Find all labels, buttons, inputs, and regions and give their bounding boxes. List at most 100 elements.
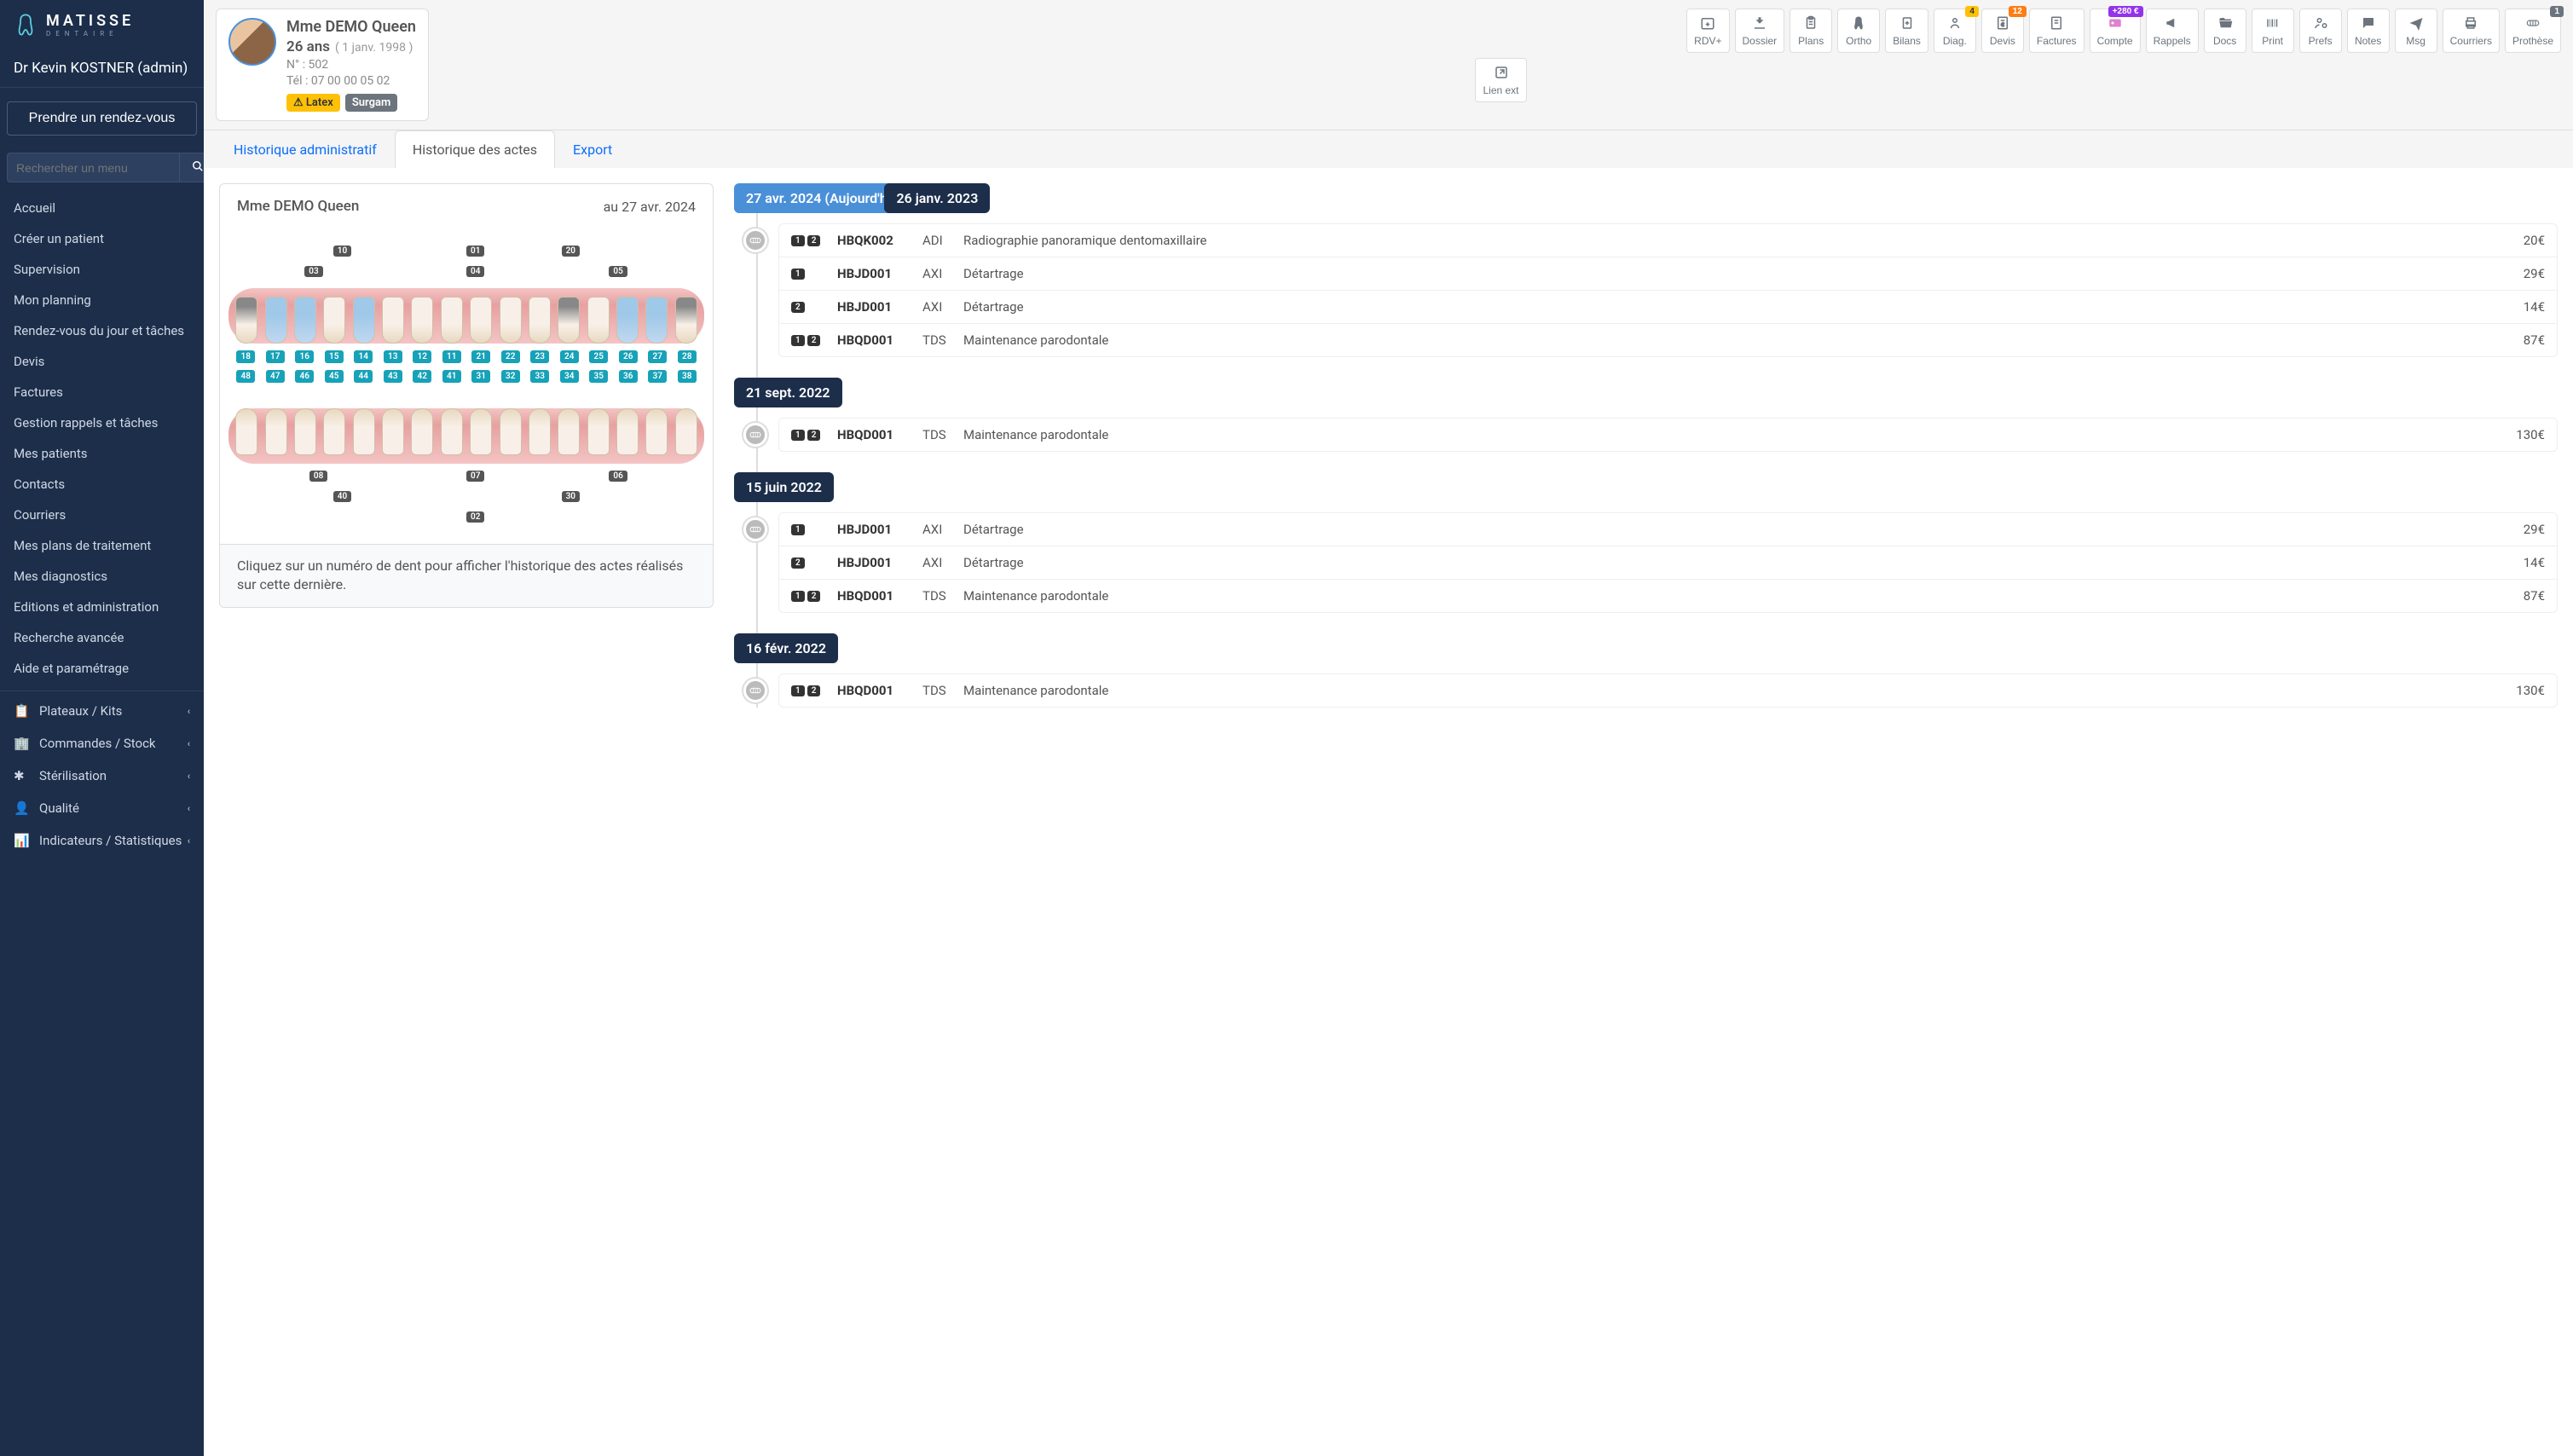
tooth-number[interactable]: 23 xyxy=(530,350,549,363)
tooth[interactable] xyxy=(500,297,522,344)
menu-item[interactable]: Mes plans de traitement xyxy=(0,530,204,561)
tooth-number[interactable]: 18 xyxy=(236,350,255,363)
timeline-row[interactable]: 1 HBJD001 AXI Détartrage 29€ xyxy=(779,257,2557,291)
menu-item[interactable]: Recherche avancée xyxy=(0,622,204,653)
tooth-number[interactable]: 35 xyxy=(589,370,608,383)
tooth-number[interactable]: 28 xyxy=(678,350,697,363)
timeline-row[interactable]: 12 HBQD001 TDS Maintenance parodontale 1… xyxy=(779,419,2557,451)
tooth-number[interactable]: 27 xyxy=(648,350,667,363)
menu-section-item[interactable]: 📋Plateaux / Kits‹ xyxy=(0,695,204,727)
tooth[interactable] xyxy=(470,408,492,455)
tooth-number[interactable]: 46 xyxy=(295,370,314,383)
menu-section-item[interactable]: 👤Qualité‹ xyxy=(0,792,204,824)
tooth-number[interactable]: 16 xyxy=(295,350,314,363)
tooth-number[interactable]: 43 xyxy=(384,370,402,383)
timeline-row[interactable]: 12 HBQD001 TDS Maintenance parodontale 8… xyxy=(779,324,2557,356)
menu-search-input[interactable] xyxy=(7,153,180,182)
tooth[interactable] xyxy=(587,297,610,344)
tooth[interactable] xyxy=(411,297,433,344)
tool-bilans[interactable]: Bilans xyxy=(1885,9,1928,53)
tooth[interactable] xyxy=(353,297,375,344)
tooth-number[interactable]: 38 xyxy=(678,370,697,383)
tooth[interactable] xyxy=(616,297,639,344)
tooth[interactable] xyxy=(441,408,463,455)
tool-print[interactable]: Print xyxy=(2252,9,2294,53)
tooth[interactable] xyxy=(675,408,697,455)
tooth[interactable] xyxy=(265,297,287,344)
tool-msg[interactable]: Msg xyxy=(2395,9,2437,53)
tool-plans[interactable]: Plans xyxy=(1790,9,1832,53)
menu-section-item[interactable]: ✱Stérilisation‹ xyxy=(0,760,204,792)
tooth[interactable] xyxy=(294,297,316,344)
tooth[interactable] xyxy=(529,408,551,455)
tool-courriers[interactable]: Courriers xyxy=(2443,9,2500,53)
tooth-number[interactable]: 41 xyxy=(442,370,461,383)
tooth[interactable] xyxy=(382,408,404,455)
tooth[interactable] xyxy=(353,408,375,455)
tooth[interactable] xyxy=(500,408,522,455)
tooth-number[interactable]: 25 xyxy=(589,350,608,363)
tooth-number[interactable]: 13 xyxy=(384,350,402,363)
menu-item[interactable]: Mes patients xyxy=(0,438,204,469)
menu-section-item[interactable]: 📊Indicateurs / Statistiques‹ xyxy=(0,824,204,857)
tooth-number[interactable]: 12 xyxy=(413,350,431,363)
tool-docs[interactable]: Docs xyxy=(2204,9,2246,53)
menu-item[interactable]: Créer un patient xyxy=(0,223,204,254)
tooth-number[interactable]: 17 xyxy=(266,350,285,363)
menu-item[interactable]: Courriers xyxy=(0,500,204,530)
menu-item[interactable]: Supervision xyxy=(0,254,204,285)
menu-item[interactable]: Contacts xyxy=(0,469,204,500)
tooth-number[interactable]: 32 xyxy=(501,370,520,383)
tooth-number[interactable]: 11 xyxy=(442,350,461,363)
tooth[interactable] xyxy=(645,408,668,455)
tooth[interactable] xyxy=(616,408,639,455)
tooth[interactable] xyxy=(323,297,345,344)
tooth-number[interactable]: 37 xyxy=(648,370,667,383)
menu-item[interactable]: Aide et paramétrage xyxy=(0,653,204,684)
tooth[interactable] xyxy=(675,297,697,344)
timeline-row[interactable]: 12 HBQK002 ADI Radiographie panoramique … xyxy=(779,224,2557,257)
tab[interactable]: Historique des actes xyxy=(395,130,555,168)
tool-dossier[interactable]: Dossier xyxy=(1735,9,1785,53)
tooth[interactable] xyxy=(382,297,404,344)
tooth-number[interactable]: 22 xyxy=(501,350,520,363)
tooth[interactable] xyxy=(645,297,668,344)
menu-item[interactable]: Accueil xyxy=(0,193,204,223)
tool-devis[interactable]: 12€Devis xyxy=(1981,9,2024,53)
tooth[interactable] xyxy=(323,408,345,455)
tooth-number[interactable]: 48 xyxy=(236,370,255,383)
timeline-row[interactable]: 12 HBQD001 TDS Maintenance parodontale 1… xyxy=(779,674,2557,707)
timeline-row[interactable]: 1 HBJD001 AXI Détartrage 29€ xyxy=(779,513,2557,546)
tooth[interactable] xyxy=(529,297,551,344)
tab[interactable]: Historique administratif xyxy=(216,130,395,168)
tool-rdv[interactable]: RDV+ xyxy=(1686,9,1729,53)
tooth-number[interactable]: 47 xyxy=(266,370,285,383)
tooth-number[interactable]: 44 xyxy=(354,370,373,383)
tooth[interactable] xyxy=(470,297,492,344)
tooth-number[interactable]: 15 xyxy=(325,350,344,363)
tooth-number[interactable]: 36 xyxy=(619,370,638,383)
timeline-row[interactable]: 12 HBQD001 TDS Maintenance parodontale 8… xyxy=(779,580,2557,612)
take-appointment-button[interactable]: Prendre un rendez-vous xyxy=(7,101,197,136)
tooth-number[interactable]: 21 xyxy=(471,350,490,363)
tooth-number[interactable]: 26 xyxy=(619,350,638,363)
menu-section-item[interactable]: 🏢Commandes / Stock‹ xyxy=(0,727,204,760)
menu-item[interactable]: Devis xyxy=(0,346,204,377)
tooth-number[interactable]: 14 xyxy=(354,350,373,363)
tooth[interactable] xyxy=(441,297,463,344)
timeline-row[interactable]: 2 HBJD001 AXI Détartrage 14€ xyxy=(779,291,2557,324)
tooth-number[interactable]: 31 xyxy=(471,370,490,383)
tooth-number[interactable]: 33 xyxy=(530,370,549,383)
tool-diag[interactable]: 4Diag. xyxy=(1934,9,1976,53)
menu-item[interactable]: Gestion rappels et tâches xyxy=(0,407,204,438)
tooth[interactable] xyxy=(235,408,257,455)
tool-notes[interactable]: Notes xyxy=(2347,9,2390,53)
tooth-number[interactable]: 45 xyxy=(325,370,344,383)
tooth[interactable] xyxy=(411,408,433,455)
tooth[interactable] xyxy=(294,408,316,455)
tool-prefs[interactable]: Prefs xyxy=(2299,9,2342,53)
tool-rappels[interactable]: Rappels xyxy=(2146,9,2199,53)
tooth-number[interactable]: 42 xyxy=(413,370,431,383)
menu-item[interactable]: Editions et administration xyxy=(0,592,204,622)
tooth[interactable] xyxy=(558,297,580,344)
